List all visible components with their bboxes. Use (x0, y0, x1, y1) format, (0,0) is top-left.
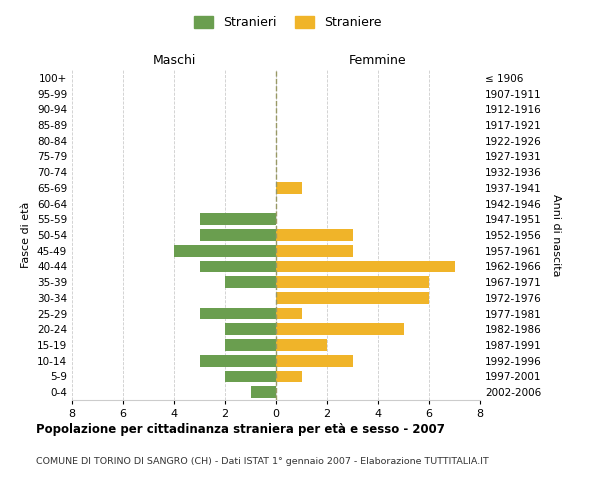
Bar (225, 370, 276, 382)
Y-axis label: Anni di nascita: Anni di nascita (551, 194, 561, 276)
Bar (199, 260, 276, 272)
Bar (225, 339, 276, 351)
Bar (276, 260, 455, 272)
Bar (251, 386, 276, 398)
Bar (174, 245, 276, 256)
Bar (199, 355, 276, 366)
Bar (199, 308, 276, 320)
Text: COMUNE DI TORINO DI SANGRO (CH) - Dati ISTAT 1° gennaio 2007 - Elaborazione TUTT: COMUNE DI TORINO DI SANGRO (CH) - Dati I… (36, 458, 489, 466)
Bar (276, 276, 429, 288)
Bar (276, 324, 404, 335)
Bar (276, 355, 353, 366)
Bar (276, 245, 353, 256)
Bar (199, 214, 276, 225)
Legend: Stranieri, Straniere: Stranieri, Straniere (190, 11, 386, 34)
Bar (276, 370, 302, 382)
Text: Femmine: Femmine (349, 54, 407, 67)
Bar (225, 324, 276, 335)
Bar (199, 229, 276, 241)
Y-axis label: Fasce di età: Fasce di età (22, 202, 31, 268)
Bar (276, 182, 302, 194)
Bar (276, 308, 302, 320)
Text: Maschi: Maschi (152, 54, 196, 67)
Bar (276, 229, 353, 241)
Bar (225, 276, 276, 288)
Bar (276, 339, 327, 351)
Text: Popolazione per cittadinanza straniera per età e sesso - 2007: Popolazione per cittadinanza straniera p… (36, 422, 445, 436)
Bar (276, 292, 429, 304)
